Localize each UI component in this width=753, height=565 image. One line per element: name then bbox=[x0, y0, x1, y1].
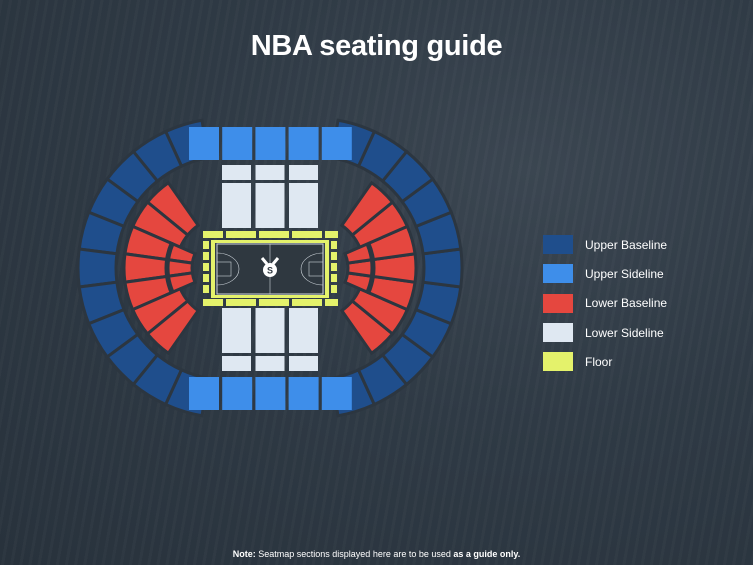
section-floor[interactable] bbox=[292, 231, 322, 238]
section-floor[interactable] bbox=[325, 240, 329, 298]
section-lower-sideline[interactable] bbox=[289, 183, 318, 228]
section-lower-baseline[interactable] bbox=[343, 242, 374, 265]
team-logo-letter: S bbox=[267, 266, 273, 276]
section-lower-baseline[interactable] bbox=[166, 271, 197, 294]
section-upper-sideline[interactable] bbox=[189, 377, 219, 410]
legend-floor: Floor bbox=[543, 347, 667, 376]
legend-upper-sideline: Upper Sideline bbox=[543, 259, 667, 288]
legend: Upper Baseline Upper Sideline Lower Base… bbox=[543, 230, 667, 376]
legend-lower-baseline: Lower Baseline bbox=[543, 289, 667, 318]
court-arc-right bbox=[300, 252, 324, 286]
section-floor[interactable] bbox=[211, 240, 215, 298]
section-lower-sideline[interactable] bbox=[289, 356, 318, 371]
section-floor[interactable] bbox=[203, 231, 223, 238]
section-lower-sideline[interactable] bbox=[289, 308, 318, 353]
swatch bbox=[543, 323, 573, 343]
swatch bbox=[543, 293, 573, 313]
section-upper-sideline[interactable] bbox=[288, 377, 319, 410]
swatch bbox=[543, 352, 573, 372]
court-key-left bbox=[216, 261, 232, 277]
section-upper-baseline[interactable] bbox=[421, 247, 464, 289]
section-lower-sideline[interactable] bbox=[222, 183, 251, 228]
section-floor[interactable] bbox=[325, 299, 338, 306]
section-upper-sideline[interactable] bbox=[189, 127, 219, 160]
section-floor[interactable] bbox=[203, 285, 209, 293]
section-floor[interactable] bbox=[203, 299, 223, 306]
swatch bbox=[543, 235, 573, 255]
section-floor[interactable] bbox=[259, 231, 289, 238]
section-upper-sideline[interactable] bbox=[255, 377, 286, 410]
section-floor[interactable] bbox=[203, 241, 209, 249]
legend-upper-baseline: Upper Baseline bbox=[543, 230, 667, 259]
section-floor[interactable] bbox=[331, 263, 337, 271]
section-upper-sideline[interactable] bbox=[321, 377, 352, 410]
section-upper-sideline[interactable] bbox=[321, 127, 352, 160]
section-floor[interactable] bbox=[331, 252, 337, 260]
section-lower-sideline[interactable] bbox=[255, 183, 285, 228]
page-title: NBA seating guide bbox=[250, 30, 503, 62]
section-upper-sideline[interactable] bbox=[222, 127, 253, 160]
section-lower-sideline[interactable] bbox=[222, 165, 251, 180]
court-arc-left bbox=[216, 252, 240, 286]
section-floor[interactable] bbox=[226, 299, 256, 306]
section-lower-sideline[interactable] bbox=[222, 308, 251, 353]
section-upper-sideline[interactable] bbox=[255, 127, 286, 160]
section-floor[interactable] bbox=[203, 252, 209, 260]
section-lower-baseline[interactable] bbox=[339, 180, 395, 238]
section-lower-baseline[interactable] bbox=[145, 298, 201, 356]
section-floor[interactable] bbox=[292, 299, 322, 306]
disclaimer-note: Note: Seatmap sections displayed here ar… bbox=[232, 549, 521, 559]
section-floor[interactable] bbox=[259, 299, 289, 306]
section-floor[interactable] bbox=[215, 295, 325, 298]
section-floor[interactable] bbox=[203, 274, 209, 282]
section-floor[interactable] bbox=[203, 263, 209, 271]
section-upper-sideline[interactable] bbox=[288, 127, 319, 160]
section-lower-sideline[interactable] bbox=[255, 356, 285, 371]
team-logo-icon bbox=[263, 263, 277, 277]
section-lower-sideline[interactable] bbox=[222, 356, 251, 371]
section-lower-sideline[interactable] bbox=[255, 308, 285, 353]
section-floor[interactable] bbox=[331, 274, 337, 282]
section-floor[interactable] bbox=[331, 285, 337, 293]
section-floor[interactable] bbox=[325, 231, 338, 238]
section-floor[interactable] bbox=[215, 240, 325, 243]
court-key-right bbox=[308, 261, 324, 277]
team-logo-wings-icon bbox=[260, 257, 280, 265]
section-lower-sideline[interactable] bbox=[289, 165, 318, 180]
section-upper-sideline[interactable] bbox=[222, 377, 253, 410]
swatch bbox=[543, 264, 573, 284]
section-lower-sideline[interactable] bbox=[255, 165, 285, 180]
section-upper-baseline[interactable] bbox=[76, 247, 119, 289]
section-floor[interactable] bbox=[226, 231, 256, 238]
section-floor[interactable] bbox=[331, 241, 337, 249]
legend-lower-sideline: Lower Sideline bbox=[543, 318, 667, 347]
